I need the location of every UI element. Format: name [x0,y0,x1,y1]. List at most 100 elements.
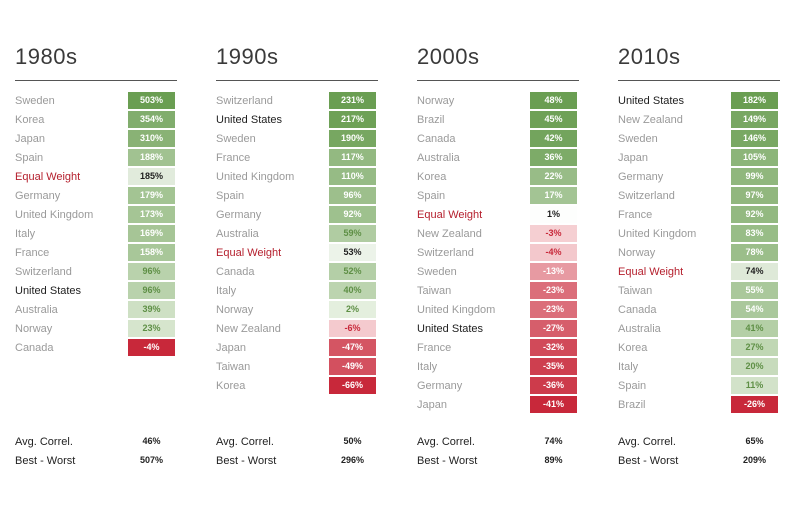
country-label: United States [417,323,484,335]
return-cell: -13% [530,263,577,280]
best-worst-label: Best - Worst [618,455,679,467]
return-cell: -4% [530,244,577,261]
country-label: Brazil [618,399,646,411]
table-row: France 92% [618,206,780,225]
table-row: United Kingdom -23% [417,301,579,320]
table-row: Norway 2% [216,301,378,320]
country-label: Germany [417,380,463,392]
return-cell: 179% [128,187,175,204]
best-worst-row: Best - Worst 296% [216,453,378,471]
return-cell: -36% [530,377,577,394]
return-cell: 105% [731,149,778,166]
country-label: Norway [618,247,656,259]
return-cell: 110% [329,168,376,185]
return-cell: 96% [329,187,376,204]
country-label: Equal Weight [618,266,684,278]
return-cell: 96% [128,263,175,280]
table-row: Japan 310% [15,130,177,149]
table-row: United Kingdom 173% [15,206,177,225]
avg-correl-value: 65% [745,436,764,446]
best-worst-label: Best - Worst [417,455,478,467]
country-label: New Zealand [417,228,482,240]
country-label: Italy [216,285,237,297]
table-row: France 158% [15,244,177,263]
country-label: Taiwan [618,285,653,297]
return-cell: 48% [530,92,577,109]
return-cell: 169% [128,225,175,242]
table-row: Korea 22% [417,168,579,187]
best-worst-row: Best - Worst 209% [618,453,780,471]
return-cell: 354% [128,111,175,128]
country-label: Taiwan [417,285,452,297]
table-row: Spain 11% [618,377,780,396]
return-cell: 20% [731,358,778,375]
country-label: Spain [618,380,647,392]
country-label: United Kingdom [15,209,94,221]
table-row: Italy 169% [15,225,177,244]
best-worst-value: 209% [742,455,767,465]
best-worst-row: Best - Worst 507% [15,453,177,471]
return-cell: 36% [530,149,577,166]
table-row: Switzerland 231% [216,92,378,111]
table-row: Sweden -13% [417,263,579,282]
avg-correl-label: Avg. Correl. [417,436,475,448]
table-row: Taiwan -23% [417,282,579,301]
return-cell: 59% [329,225,376,242]
country-label: Japan [417,399,447,411]
country-label: Australia [216,228,259,240]
title-divider [417,80,579,81]
return-cell: 158% [128,244,175,261]
table-row: Japan -41% [417,396,579,415]
avg-correl-value: 74% [544,436,563,446]
best-worst-row: Best - Worst 89% [417,453,579,471]
table-row: Japan -47% [216,339,378,358]
return-cell: 190% [329,130,376,147]
table-row: United States 182% [618,92,780,111]
table-row: Taiwan -49% [216,358,378,377]
return-cell: -23% [530,282,577,299]
country-label: Brazil [417,114,445,126]
return-cell: -26% [731,396,778,413]
table-row: Korea -66% [216,377,378,396]
return-cell: 92% [329,206,376,223]
country-label: Sweden [15,95,55,107]
table-row: Canada 52% [216,263,378,282]
country-label: Australia [618,323,661,335]
country-label: Canada [216,266,255,278]
country-label: Taiwan [216,361,251,373]
return-cell: 22% [530,168,577,185]
table-row: United States 217% [216,111,378,130]
return-cell: 217% [329,111,376,128]
avg-correl-row: Avg. Correl. 74% [417,434,579,452]
return-cell: -6% [329,320,376,337]
table-row: Equal Weight 53% [216,244,378,263]
country-label: Switzerland [15,266,72,278]
table-row: United States -27% [417,320,579,339]
country-label: Korea [618,342,648,354]
table-row: Germany -36% [417,377,579,396]
table-row: Korea 354% [15,111,177,130]
table-row: New Zealand -3% [417,225,579,244]
table-row: Switzerland 96% [15,263,177,282]
return-cell: 39% [128,301,175,318]
return-cell: -27% [530,320,577,337]
avg-correl-row: Avg. Correl. 65% [618,434,780,452]
table-row: Germany 92% [216,206,378,225]
table-row: Korea 27% [618,339,780,358]
return-cell: -4% [128,339,175,356]
return-cell: 188% [128,149,175,166]
return-cell: 54% [731,301,778,318]
table-row: Germany 179% [15,187,177,206]
country-label: Spain [417,190,446,202]
best-worst-value: 507% [139,455,164,465]
table-row: Australia 41% [618,320,780,339]
country-label: United Kingdom [216,171,295,183]
table-row: Equal Weight 185% [15,168,177,187]
avg-correl-label: Avg. Correl. [216,436,274,448]
country-label: Canada [417,133,456,145]
country-label: Spain [15,152,44,164]
return-cell: 96% [128,282,175,299]
country-label: France [417,342,452,354]
return-cell: 173% [128,206,175,223]
table-row: Canada -4% [15,339,177,358]
